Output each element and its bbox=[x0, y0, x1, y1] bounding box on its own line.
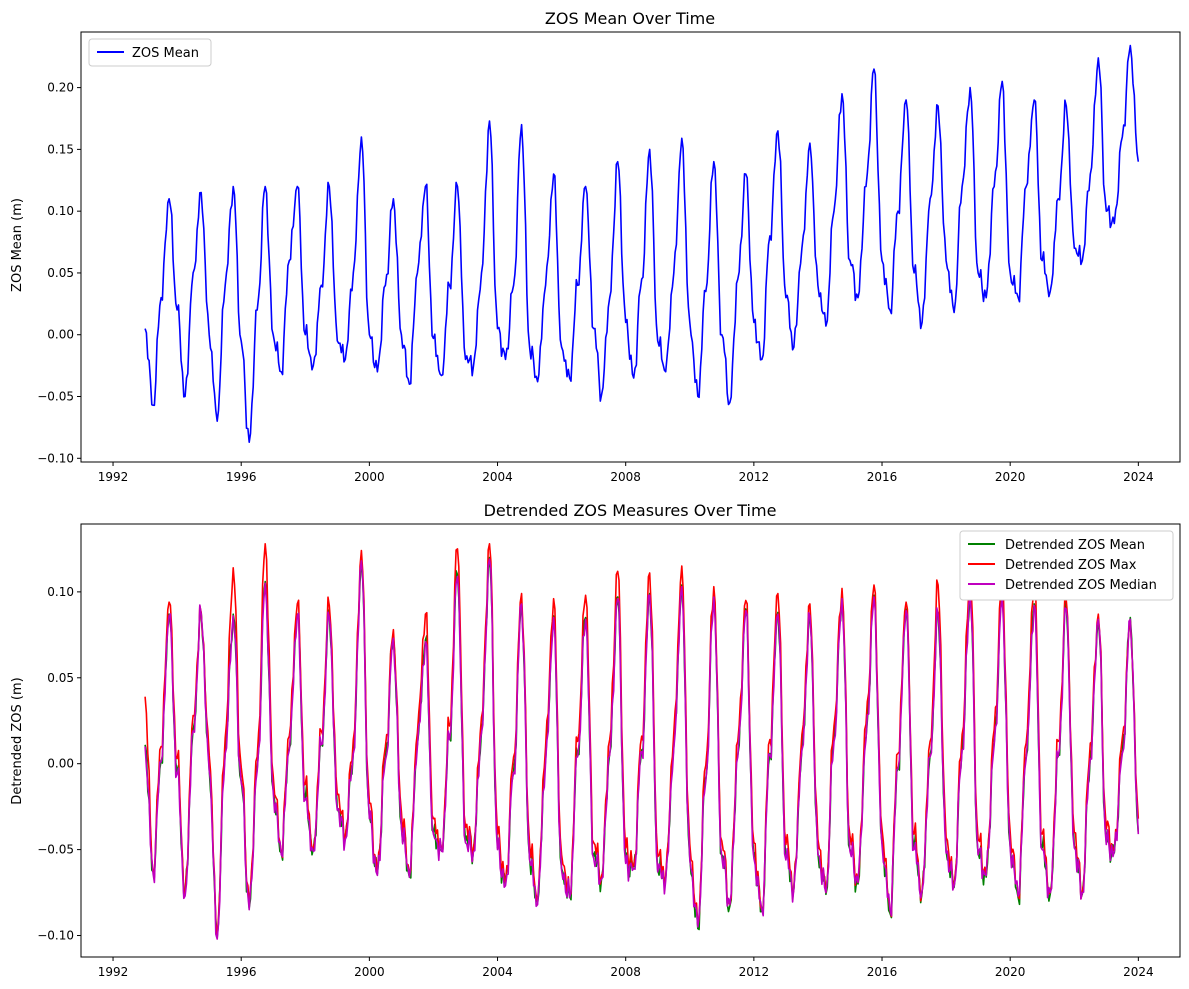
x-tick-label: 2016 bbox=[867, 965, 898, 979]
x-tick-label: 2024 bbox=[1123, 470, 1154, 484]
y-tick-label: 0.00 bbox=[47, 328, 74, 342]
legend-label-detrended-median: Detrended ZOS Median bbox=[1005, 578, 1157, 593]
x-tick-label: 2020 bbox=[995, 965, 1026, 979]
y-tick-label: −0.05 bbox=[37, 390, 74, 404]
chart-bottom-legend-box bbox=[959, 530, 1174, 601]
chart-top-frame bbox=[80, 31, 1181, 463]
y-tick-label: 0.05 bbox=[47, 266, 74, 280]
y-tick-label: 0.05 bbox=[47, 671, 74, 685]
x-tick-label: 1996 bbox=[226, 965, 257, 979]
x-tick-label: 2008 bbox=[610, 470, 641, 484]
chart-top-ylabel: ZOS Mean (m) bbox=[10, 198, 25, 292]
series-line-detrended-zos-mean bbox=[144, 556, 1140, 938]
chart-bottom-xticks: 1992 1996 2000 2004 2008 2012 2016 2020 2024 bbox=[98, 957, 1154, 979]
x-tick-label: 2020 bbox=[995, 470, 1026, 484]
legend-label-detrended-max: Detrended ZOS Max bbox=[1005, 558, 1137, 573]
x-tick-label: 2004 bbox=[482, 470, 513, 484]
y-tick-label: 0.10 bbox=[47, 204, 74, 218]
legend-label-detrended-mean: Detrended ZOS Mean bbox=[1005, 538, 1145, 553]
chart-bottom-title: Detrended ZOS Measures Over Time bbox=[484, 501, 777, 520]
y-tick-label: −0.10 bbox=[37, 451, 74, 465]
x-tick-label: 1992 bbox=[98, 470, 129, 484]
chart-top-legend-box bbox=[88, 38, 212, 67]
chart-top-xticks: 1992 1996 2000 2004 2008 2012 2016 2020 2024 bbox=[98, 462, 1154, 484]
x-tick-label: 2000 bbox=[354, 965, 385, 979]
y-tick-label: −0.05 bbox=[37, 843, 74, 857]
x-tick-label: 2012 bbox=[739, 470, 770, 484]
x-tick-label: 1992 bbox=[98, 965, 129, 979]
x-tick-label: 2008 bbox=[610, 965, 641, 979]
chart-bottom: Detrended ZOS Measures Over Time Detrend… bbox=[10, 501, 1181, 979]
chart-top-yticks: −0.10 −0.05 0.00 0.05 0.10 0.15 0.20 bbox=[37, 81, 81, 465]
chart-top-lines bbox=[144, 44, 1140, 443]
chart-bottom-ylabel: Detrended ZOS (m) bbox=[10, 677, 25, 804]
chart-bottom-frame bbox=[80, 523, 1181, 958]
y-tick-label: 0.15 bbox=[47, 142, 74, 156]
series-line-zos-mean bbox=[144, 44, 1140, 443]
y-tick-label: −0.10 bbox=[37, 929, 74, 943]
y-tick-label: 0.00 bbox=[47, 757, 74, 771]
chart-top: ZOS Mean Over Time ZOS Mean (m) −0.10−0.… bbox=[10, 9, 1181, 484]
x-tick-label: 2004 bbox=[482, 965, 513, 979]
chart-top-title: ZOS Mean Over Time bbox=[545, 9, 715, 28]
x-tick-label: 2000 bbox=[354, 470, 385, 484]
x-tick-label: 2016 bbox=[867, 470, 898, 484]
chart-bottom-lines bbox=[144, 543, 1140, 940]
legend-label-zos-mean: ZOS Mean bbox=[132, 46, 199, 61]
chart-bottom-legend: Detrended ZOS Mean Detrended ZOS Max Det… bbox=[959, 530, 1174, 601]
chart-top-legend: ZOS Mean bbox=[88, 38, 212, 67]
chart-bottom-yticks: −0.10 −0.05 0.00 0.05 0.10 bbox=[37, 585, 81, 943]
y-tick-label: 0.10 bbox=[47, 585, 74, 599]
series-line-detrended-zos-max bbox=[144, 543, 1140, 937]
x-tick-label: 2012 bbox=[739, 965, 770, 979]
y-tick-label: 0.20 bbox=[47, 81, 74, 95]
x-tick-label: 1996 bbox=[226, 470, 257, 484]
series-line-detrended-zos-median bbox=[144, 558, 1140, 940]
x-tick-label: 2024 bbox=[1123, 965, 1154, 979]
